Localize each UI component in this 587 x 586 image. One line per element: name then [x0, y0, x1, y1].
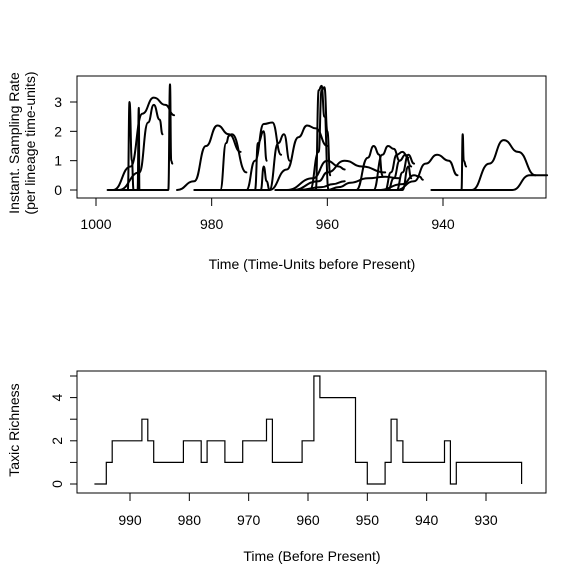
bottom-x-tick-label: 930 [474, 512, 498, 528]
bottom-y-axis-label: Taxic Richness [6, 383, 22, 476]
bottom-x-axis: 990 980 970 960 950 940 930 [118, 493, 498, 528]
top-x-tick-label: 1000 [80, 216, 111, 232]
sampling-curve-11 [245, 165, 271, 192]
top-x-tick-label: 940 [431, 216, 455, 232]
top-y-axis: 0 1 2 3 [54, 94, 77, 198]
top-y-tick-label: 3 [54, 94, 62, 110]
sampling-curve-4 [123, 106, 141, 192]
bottom-x-tick-label: 950 [356, 512, 380, 528]
top-x-tick-label: 960 [316, 216, 340, 232]
sampling-curve-25 [378, 174, 424, 191]
bottom-y-tick-label: 0 [49, 480, 65, 488]
bottom-y-tick-label: 2 [49, 437, 65, 445]
bottom-x-tick-label: 990 [118, 512, 142, 528]
bottom-x-tick-label: 940 [415, 512, 439, 528]
top-plot-frame [76, 75, 547, 199]
sampling-curve-7 [193, 133, 248, 192]
sampling-curve-1 [106, 101, 135, 192]
top-y-tick-label: 0 [54, 182, 62, 198]
sampling-curve-17 [297, 180, 346, 191]
bottom-x-axis-label: Time (Before Present) [243, 548, 380, 564]
bottom-y-tick-label: 4 [49, 393, 65, 401]
top-x-axis: 1000 980 960 940 [80, 197, 455, 232]
sampling-curve-16 [291, 159, 387, 191]
sampling-curve-5 [135, 83, 174, 192]
sampling-rate-plot: 1000 980 960 940 0 1 2 3 Time (Time-Units befo… [6, 71, 549, 272]
bottom-x-tick-label: 980 [178, 512, 202, 528]
top-y-axis-label: Instant. Sampling Rate [6, 72, 22, 214]
sampling-curve-27 [430, 133, 468, 192]
bottom-x-tick-label: 960 [296, 512, 320, 528]
sampling-curve-9 [222, 130, 268, 192]
sampling-curve-15 [285, 159, 346, 191]
sampling-curve-2 [112, 96, 176, 191]
sampling-curve-29 [465, 174, 549, 192]
bottom-x-tick-label: 970 [237, 512, 261, 528]
bottom-y-axis: 0 2 4 [49, 375, 77, 488]
top-y-axis-label-line2: (per lineage time-units) [22, 71, 38, 214]
top-y-tick-label: 1 [54, 153, 62, 169]
richness-step-path [94, 375, 523, 485]
top-x-tick-label: 980 [200, 216, 224, 232]
top-y-tick-label: 2 [54, 123, 62, 139]
taxic-richness-plot: 990 980 970 960 950 940 930 0 2 4 Time (Before P… [6, 370, 547, 564]
bottom-plot-frame [76, 370, 547, 494]
sampling-rate-curves [106, 83, 549, 192]
sampling-curve-26 [395, 153, 459, 191]
top-x-axis-label: Time (Time-Units before Present) [209, 256, 416, 272]
taxic-richness-step-line [94, 375, 523, 485]
